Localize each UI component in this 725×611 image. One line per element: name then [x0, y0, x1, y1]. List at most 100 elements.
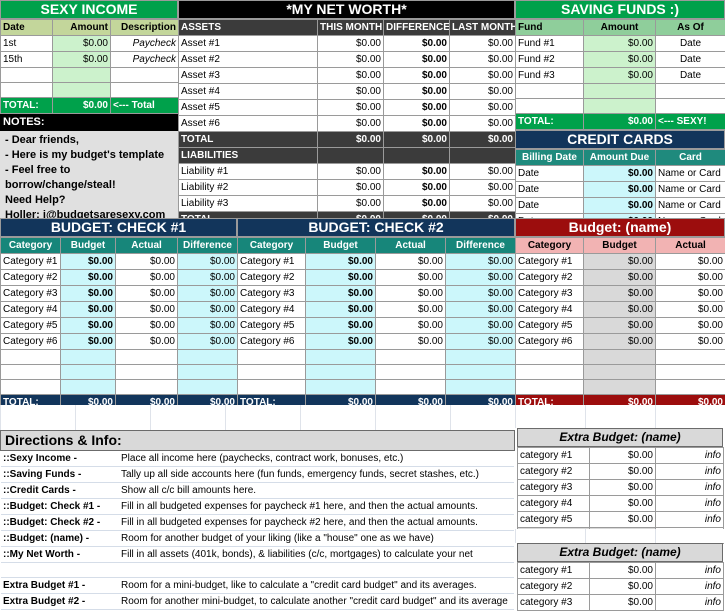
- b2-category[interactable]: Category #5: [238, 318, 306, 334]
- asset-name[interactable]: Asset #1: [179, 36, 318, 52]
- b2-budget[interactable]: $0.00: [306, 302, 376, 318]
- table-row[interactable]: [516, 99, 725, 114]
- bn-actual[interactable]: $0.00: [656, 318, 725, 334]
- eb1-amount[interactable]: $0.00: [590, 480, 656, 496]
- eb1-amount[interactable]: $0.00: [590, 464, 656, 480]
- b1-budget[interactable]: $0.00: [61, 302, 116, 318]
- b2-actual[interactable]: $0.00: [376, 286, 446, 302]
- table-row[interactable]: Category #4$0.00$0.00$0.00: [1, 302, 238, 318]
- asset-name[interactable]: Asset #6: [179, 116, 318, 132]
- b1-category[interactable]: Category #4: [1, 302, 61, 318]
- eb1-info[interactable]: info: [656, 496, 724, 512]
- asset-last-month[interactable]: $0.00: [450, 68, 516, 84]
- income-description[interactable]: Paycheck: [111, 52, 179, 68]
- eb1-info[interactable]: info: [656, 448, 724, 464]
- bn-category[interactable]: [516, 350, 584, 365]
- table-row[interactable]: [516, 365, 725, 380]
- fund-name[interactable]: Fund #3: [516, 68, 584, 84]
- table-row[interactable]: Category #5$0.00$0.00$0.00: [238, 318, 516, 334]
- bn-category[interactable]: [516, 365, 584, 380]
- bn-actual[interactable]: $0.00: [656, 334, 725, 350]
- income-amount[interactable]: $0.00: [53, 36, 111, 52]
- cc-date[interactable]: Date: [516, 182, 584, 198]
- cc-amount[interactable]: $0.00: [584, 198, 656, 214]
- b2-category[interactable]: [238, 380, 306, 395]
- income-date[interactable]: [1, 83, 53, 98]
- b2-actual[interactable]: $0.00: [376, 302, 446, 318]
- b1-actual[interactable]: [116, 365, 178, 380]
- eb1-category[interactable]: category #4: [518, 496, 590, 512]
- cc-card[interactable]: Name or Card: [656, 198, 725, 214]
- asset-name[interactable]: Asset #4: [179, 84, 318, 100]
- table-row[interactable]: Category #2$0.00$0.00$0.00: [238, 270, 516, 286]
- table-row[interactable]: [516, 350, 725, 365]
- b2-budget[interactable]: $0.00: [306, 318, 376, 334]
- liability-name[interactable]: Liability #2: [179, 180, 318, 196]
- eb2-info[interactable]: info: [656, 595, 724, 611]
- eb1-amount[interactable]: $0.00: [590, 512, 656, 528]
- bn-budget[interactable]: $0.00: [584, 302, 656, 318]
- table-row[interactable]: Asset #3 $0.00 $0.00 $0.00: [179, 68, 516, 84]
- bn-budget[interactable]: $0.00: [584, 270, 656, 286]
- bn-category[interactable]: Category #5: [516, 318, 584, 334]
- fund-name[interactable]: [516, 84, 584, 99]
- bn-actual[interactable]: $0.00: [656, 286, 725, 302]
- table-row[interactable]: [516, 84, 725, 99]
- b1-category[interactable]: [1, 350, 61, 365]
- b2-actual[interactable]: $0.00: [376, 334, 446, 350]
- cc-amount[interactable]: $0.00: [584, 166, 656, 182]
- table-row[interactable]: [238, 350, 516, 365]
- table-row[interactable]: [238, 380, 516, 395]
- eb1-info[interactable]: info: [656, 512, 724, 528]
- bn-category[interactable]: Category #4: [516, 302, 584, 318]
- income-date[interactable]: 1st: [1, 36, 53, 52]
- asset-last-month[interactable]: $0.00: [450, 36, 516, 52]
- fund-asof[interactable]: Date: [656, 52, 725, 68]
- bn-category[interactable]: Category #1: [516, 254, 584, 270]
- b2-actual[interactable]: $0.00: [376, 318, 446, 334]
- table-row[interactable]: Liability #3 $0.00 $0.00 $0.00: [179, 196, 516, 212]
- b1-budget[interactable]: $0.00: [61, 318, 116, 334]
- b2-actual[interactable]: [376, 365, 446, 380]
- eb2-category[interactable]: category #3: [518, 595, 590, 611]
- income-amount[interactable]: [53, 68, 111, 83]
- b2-actual[interactable]: [376, 380, 446, 395]
- table-row[interactable]: Category #1$0.00$0.00$0.00: [238, 254, 516, 270]
- income-amount[interactable]: $0.00: [53, 52, 111, 68]
- b2-category[interactable]: [238, 365, 306, 380]
- eb1-category[interactable]: category #5: [518, 512, 590, 528]
- b2-category[interactable]: Category #6: [238, 334, 306, 350]
- fund-name[interactable]: Fund #1: [516, 36, 584, 52]
- bn-category[interactable]: [516, 380, 584, 395]
- asset-last-month[interactable]: $0.00: [450, 116, 516, 132]
- fund-amount[interactable]: $0.00: [584, 52, 656, 68]
- eb2-info[interactable]: info: [656, 579, 724, 595]
- b2-budget[interactable]: [306, 365, 376, 380]
- eb1-category[interactable]: category #1: [518, 448, 590, 464]
- b1-budget[interactable]: $0.00: [61, 286, 116, 302]
- table-row[interactable]: Date $0.00 Name or Card: [516, 166, 725, 182]
- b2-budget[interactable]: $0.00: [306, 254, 376, 270]
- asset-this-month[interactable]: $0.00: [318, 100, 384, 116]
- cc-card[interactable]: Name or Card: [656, 166, 725, 182]
- asset-this-month[interactable]: $0.00: [318, 36, 384, 52]
- income-amount[interactable]: [53, 83, 111, 98]
- bn-actual[interactable]: [656, 380, 725, 395]
- b1-actual[interactable]: $0.00: [116, 334, 178, 350]
- eb2-amount[interactable]: $0.00: [590, 579, 656, 595]
- table-row[interactable]: Category #4$0.00$0.00$0.00: [238, 302, 516, 318]
- b2-budget[interactable]: [306, 350, 376, 365]
- table-row[interactable]: Fund #2 $0.00 Date: [516, 52, 725, 68]
- fund-name[interactable]: Fund #2: [516, 52, 584, 68]
- eb1-info[interactable]: info: [656, 464, 724, 480]
- b1-budget[interactable]: [61, 380, 116, 395]
- bn-category[interactable]: Category #2: [516, 270, 584, 286]
- bn-budget[interactable]: $0.00: [584, 318, 656, 334]
- asset-last-month[interactable]: $0.00: [450, 100, 516, 116]
- b1-budget[interactable]: [61, 350, 116, 365]
- table-row[interactable]: Category #1$0.00$0.00: [516, 254, 725, 270]
